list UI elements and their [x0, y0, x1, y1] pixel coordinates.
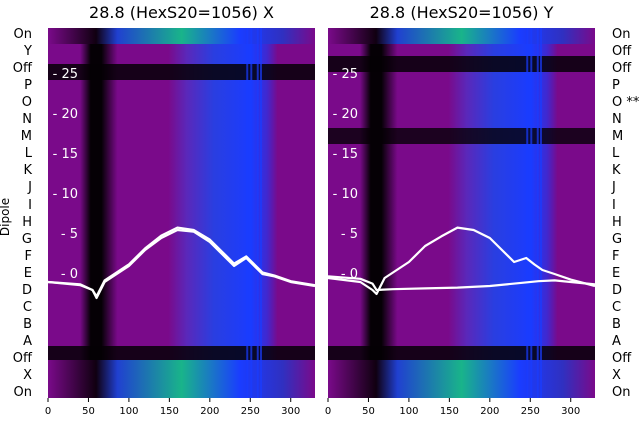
x-tick-label: 200 [200, 406, 219, 417]
dipole-label: H [22, 214, 32, 230]
heatmap-off-row [328, 346, 595, 360]
dipole-label: D [612, 282, 623, 298]
dipole-label: B [612, 316, 621, 332]
inner-y-tick-label: - 10 [53, 187, 78, 202]
dipole-label: G [21, 231, 32, 247]
series-line [47, 228, 316, 300]
x-tick-label: 300 [281, 406, 300, 417]
inner-y-tick-label: - 10 [333, 187, 358, 202]
inner-y-tick-label: - 5 [341, 227, 358, 242]
dipole-label: K [23, 163, 32, 179]
dipole-label: O ** [612, 95, 640, 111]
dipole-label: J [612, 180, 616, 196]
x-tick-label: 50 [82, 406, 95, 417]
dipole-label: P [24, 78, 32, 94]
x-tick-label: 50 [362, 406, 375, 417]
heatmap-body [328, 28, 595, 398]
heatmap-off-row [48, 346, 315, 360]
chart-panel: - 0 - 5 - 10 - 15 - 20 - 25 0 50 100 150 200 250 300 [45, 28, 316, 417]
heatmap-top-band [48, 28, 315, 44]
dipole-label: D [21, 282, 32, 298]
dipole-label: C [22, 299, 32, 315]
heatmap-dark-row [328, 128, 595, 144]
dipole-label: Off [612, 44, 632, 60]
dipole-label: A [612, 333, 621, 349]
inner-y-tick-label: - 25 [333, 67, 358, 82]
dipole-label: K [612, 163, 621, 179]
inner-y-tick-label: - 15 [333, 147, 358, 162]
x-tick-label: 100 [119, 406, 138, 417]
dipole-label: E [23, 265, 32, 281]
inner-y-tick-label: - 0 [61, 267, 78, 282]
left-dipole-labels: On Y Off P O N M L K J I H G F E D C B A Off X On [0, 27, 38, 401]
dipole-label: Off [612, 350, 632, 366]
heatmap-stripe [526, 28, 529, 398]
inner-y-tick-label: - 15 [53, 147, 78, 162]
x-tick-label: 0 [45, 406, 51, 417]
dipole-label: P [612, 78, 620, 94]
dipole-label: X [612, 368, 621, 383]
heatmap-stripe [259, 28, 262, 398]
dipole-label: L [612, 146, 620, 162]
dipole-label: A [23, 333, 32, 349]
inner-y-tick-label: - 20 [333, 107, 358, 122]
dipole-label: G [612, 231, 623, 247]
heatmap-stripe [246, 28, 249, 398]
x-tick-label: 250 [241, 406, 260, 417]
heatmap-stripe [536, 28, 539, 398]
heatmap-stripe [250, 28, 253, 398]
dipole-label: On [13, 27, 32, 42]
dipole-label: M [20, 129, 32, 145]
dipole-label: J [28, 180, 32, 196]
dipole-label: Off [12, 350, 32, 366]
x-tick-label: 150 [160, 406, 179, 417]
dipole-label: M [612, 129, 624, 145]
heatmap-off-row [48, 64, 315, 80]
dipole-label: F [612, 248, 620, 264]
chart-title-x: 28.8 (HexS20=1056) X [89, 3, 274, 22]
x-tick-label: 100 [399, 406, 418, 417]
series-line [327, 226, 596, 296]
heatmap-body [48, 28, 315, 398]
heatmap-bottom-band [328, 360, 595, 398]
x-tick-label: 300 [561, 406, 580, 417]
heatmap-bottom-band [48, 360, 315, 398]
dipole-label: H [612, 214, 622, 230]
x-tick-label: 150 [440, 406, 459, 417]
dipole-label: N [22, 112, 32, 128]
x-tick-label: 0 [325, 406, 331, 417]
dipole-label: N [612, 112, 622, 128]
heatmap-off-row [328, 56, 595, 72]
heatmap-stripe [530, 28, 533, 398]
heatmap-stripe [539, 28, 542, 398]
dipole-label: E [612, 265, 621, 281]
dipole-label: On [612, 385, 631, 401]
dipole-label: Y [24, 44, 32, 60]
x-tick-label: 250 [521, 406, 540, 417]
dipole-label: L [24, 146, 32, 162]
heatmap-top-band [328, 28, 595, 44]
chart-title-y: 28.8 (HexS20=1056) Y [369, 3, 554, 22]
inner-y-tick-label: - 20 [53, 107, 78, 122]
dipole-label: Off [12, 61, 32, 77]
dipole-label: O [21, 95, 32, 111]
x-tick-label: 200 [480, 406, 499, 417]
chart-panel: - 0- 5- 10- 15- 20- 250 50 100 150 200 250 300 [325, 28, 596, 417]
dipole-label: I [612, 197, 616, 213]
dipole-label: On [13, 385, 32, 401]
series-line [47, 226, 316, 298]
series-line [327, 275, 596, 292]
right-dipole-labels: On Off Off P O ** N M L K J I H G F E D C B A Off X On [610, 27, 640, 401]
dipole-label: F [24, 248, 32, 264]
dipole-label: I [28, 197, 32, 213]
inner-y-tick-label: - 25 [53, 67, 78, 82]
dipole-label: X [23, 368, 32, 383]
dipole-label: B [23, 316, 32, 332]
heatmap-stripe [256, 28, 259, 398]
dipole-label: On [612, 27, 631, 42]
dipole-label: Off [612, 61, 632, 77]
inner-y-tick-label: - 5 [61, 227, 78, 242]
dipole-label: C [612, 299, 622, 315]
